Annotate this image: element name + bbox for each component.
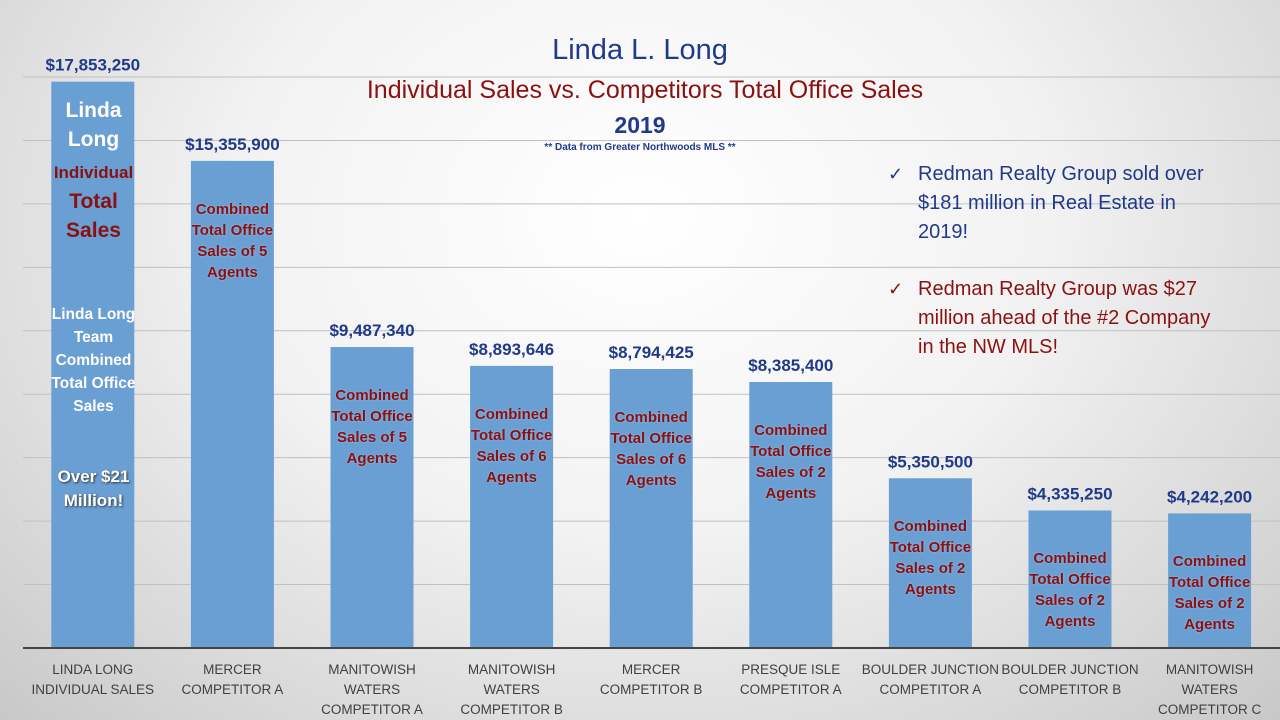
x-tick-label: MERCER COMPETITOR A [181,662,284,697]
data-label: $5,350,500 [888,452,973,471]
data-label: $8,794,425 [609,343,694,362]
data-label: $8,385,400 [748,356,833,375]
linda-name: Linda Long [65,99,122,151]
bar [330,347,414,648]
check-icon: ✓ [888,279,904,299]
data-label: $4,242,200 [1167,487,1252,506]
data-label: $15,355,900 [185,135,280,154]
bar-annotation: Combined Total Office Sales of 6 Agents [470,405,553,486]
x-tick-label: MERCER COMPETITOR B [599,662,703,697]
bar [1168,513,1252,648]
bar-annotation: Combined Total Office Sales of 2 Agents [750,421,832,502]
bar-annotation: Combined Total Office Sales of 2 Agents [1168,553,1251,634]
chart-subtitle: Individual Sales vs. Competitors Total O… [366,76,924,104]
note-text: Redman Realty Group sold over $181 milli… [918,163,1204,243]
source-note: ** Data from Greater Northwoods MLS ** [544,142,736,153]
bar [51,81,135,649]
x-tick-label: MANITOWISH WATERS COMPETITOR C [1157,662,1262,717]
linda-individual: Individual [53,163,134,182]
linda-team-text: Linda Long Team Combined Total Office Sa… [51,306,136,415]
linda-total-sales: Total Sales [66,190,121,242]
linda-over-21m: Over $21 Million! [57,467,130,510]
bar-annotation: Combined Total Office Sales of 5 Agents [191,200,274,281]
bar [1028,510,1112,648]
bar-annotation: Combined Total Office Sales of 2 Agents [889,518,972,599]
bar [888,478,972,648]
note-sales-total: ✓ Redman Realty Group sold over $181 mil… [888,160,1218,247]
bar [470,365,554,648]
x-tick-label: LINDA LONG INDIVIDUAL SALES [31,662,155,697]
chart-title: Linda L. Long [552,34,728,66]
x-tick-label: MANITOWISH WATERS COMPETITOR B [460,662,563,717]
note-lead: ✓ Redman Realty Group was $27 million ah… [888,275,1218,362]
bar-annotation: Combined Total Office Sales of 2 Agents [1029,550,1111,631]
bar [609,369,693,648]
data-label: $8,893,646 [469,340,554,359]
chart-year: 2019 [614,112,666,138]
check-icon: ✓ [888,164,904,184]
x-tick-label: BOULDER JUNCTION COMPETITOR B [1001,662,1139,697]
bar-annotation: Combined Total Office Sales of 5 Agents [331,387,413,468]
x-tick-label: MANITOWISH WATERS COMPETITOR A [321,662,423,717]
data-label: $4,335,250 [1027,484,1112,503]
x-tick-label: PRESQUE ISLE COMPETITOR A [739,662,842,697]
data-label: $17,853,250 [46,56,141,75]
bar-annotation: Combined Total Office Sales of 6 Agents [610,409,692,490]
bar [190,160,274,649]
x-tick-label: BOULDER JUNCTION COMPETITOR A [861,662,1000,697]
bar [749,381,833,648]
note-text: Redman Realty Group was $27 million ahea… [918,278,1211,358]
data-label: $9,487,340 [329,321,414,340]
